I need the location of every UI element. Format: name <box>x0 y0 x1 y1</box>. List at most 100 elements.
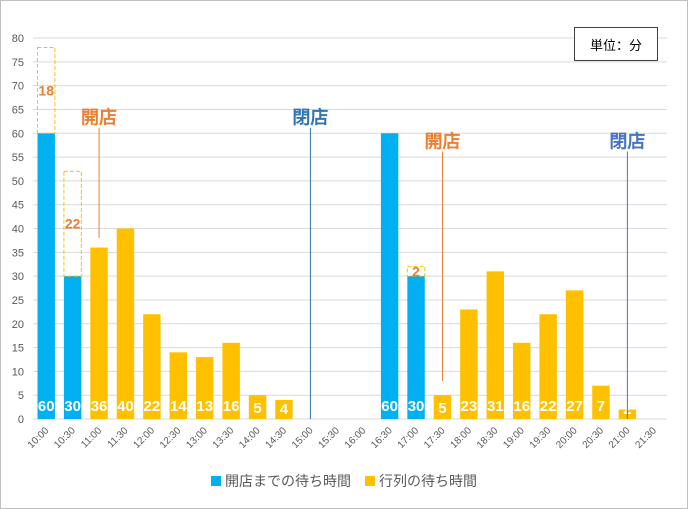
x-tick-label: 14:30 <box>264 425 290 451</box>
x-tick-label: 19:00 <box>501 425 527 451</box>
legend-swatch-blue <box>211 476 221 486</box>
x-tick-label: 15:30 <box>316 425 342 451</box>
x-tick-label: 16:30 <box>369 425 395 451</box>
bar-value-label: 16 <box>223 398 240 415</box>
annotation-label: 開店 <box>424 131 460 153</box>
bar-value-label: 30 <box>64 398 81 415</box>
y-tick-label: 40 <box>12 224 24 236</box>
bar-value-label: 22 <box>540 398 557 415</box>
unit-label: 単位：分 <box>574 27 658 61</box>
dashed-extension-box <box>36 47 56 134</box>
legend-item-queue-wait: 行列の待ち時間 <box>365 471 477 491</box>
y-axis: 0 5 10 15 20 25 30 35 40 45 50 55 60 65 70 75 80 <box>12 33 24 426</box>
legend-label-opening-wait: 開店までの待ち時間 <box>225 474 351 490</box>
bar-value-label: 40 <box>117 398 134 415</box>
y-tick-label: 75 <box>12 57 24 69</box>
y-tick-label: 5 <box>18 390 24 402</box>
x-tick-label: 10:30 <box>52 425 78 451</box>
bar-queue-wait <box>512 342 531 419</box>
x-tick-label: 18:00 <box>449 425 475 451</box>
annotation-label: 開店 <box>81 107 117 129</box>
y-tick-label: 10 <box>12 366 24 378</box>
bar-queue-wait <box>195 357 214 419</box>
annotation-label: 閉店 <box>609 131 645 153</box>
x-tick-label: 15:00 <box>290 425 316 451</box>
bar-queue-wait <box>275 399 293 419</box>
dashed-box-label: 18 <box>38 82 54 98</box>
bar-value-label: 22 <box>144 398 161 415</box>
bar-queue-wait <box>169 352 188 419</box>
x-tick-label: 21:30 <box>633 425 659 451</box>
y-tick-label: 45 <box>12 200 24 212</box>
legend-swatch-yellow <box>365 476 375 486</box>
bar-queue-wait <box>460 309 478 419</box>
y-tick-label: 25 <box>12 295 24 307</box>
x-tick-label: 17:00 <box>396 425 422 451</box>
bar-queue-wait <box>433 395 452 419</box>
x-tick-label: 17:30 <box>422 425 448 451</box>
bar-value-label: 16 <box>513 398 530 415</box>
bar-value-label: 14 <box>170 398 187 415</box>
x-tick-label: 12:00 <box>132 425 158 451</box>
y-tick-label: 20 <box>12 319 24 331</box>
x-tick-label: 11:30 <box>106 425 131 450</box>
x-tick-label: 21:00 <box>607 425 633 451</box>
legend: 開店までの待ち時間 行列の待ち時間 <box>0 470 688 492</box>
bar-queue-wait <box>90 247 108 419</box>
bar-value-label: 13 <box>196 398 213 415</box>
bar-queue-wait <box>565 290 584 419</box>
bar-opening-wait <box>63 276 82 419</box>
bar-queue-wait <box>222 342 240 419</box>
dashed-box-label: 2 <box>412 263 420 279</box>
x-axis: 10:00 10:30 11:00 11:30 12:00 12:30 13:00 13:30… <box>26 425 659 451</box>
y-tick-label: 55 <box>12 152 24 164</box>
bar-queue-wait <box>143 314 161 419</box>
gridlines <box>33 37 667 420</box>
bar-value-label: 4 <box>280 401 289 418</box>
y-tick-label: 35 <box>12 247 24 259</box>
x-tick-label: 11:00 <box>79 425 104 450</box>
x-tick-label: 13:00 <box>184 425 210 451</box>
bar-queue-wait <box>248 395 267 419</box>
bar-value-label: 30 <box>408 398 425 415</box>
y-tick-label: 30 <box>12 271 24 283</box>
bar-opening-wait <box>37 133 55 419</box>
bar-queue-wait <box>592 385 610 419</box>
x-tick-label: 14:00 <box>237 425 263 451</box>
x-tick-label: 12:30 <box>158 425 184 451</box>
dashed-extension-box <box>406 266 426 277</box>
y-tick-label: 65 <box>12 104 24 116</box>
bar-queue-wait <box>539 314 557 419</box>
dashed-box-label: 22 <box>65 216 81 232</box>
bar-value-label: 7 <box>597 398 605 415</box>
bar-opening-wait <box>380 133 399 419</box>
bar-value-label: 36 <box>91 398 108 415</box>
y-tick-label: 0 <box>18 414 24 426</box>
x-tick-label: 19:30 <box>528 425 554 451</box>
x-tick-label: 16:00 <box>343 425 369 451</box>
bar-value-label: 31 <box>487 398 504 415</box>
x-tick-label: 18:30 <box>475 425 501 451</box>
legend-item-opening-wait: 開店までの待ち時間 <box>211 471 351 491</box>
bar-value-label: 5 <box>253 400 261 417</box>
bars: 60 30 36 40 22 14 13 16 5 4 60 30 5 23 31 16 22 27 7 2 <box>37 133 637 419</box>
bar-value-label: 60 <box>38 398 55 415</box>
bar-value-label: 5 <box>438 400 446 417</box>
legend-label-queue-wait: 行列の待ち時間 <box>379 474 477 490</box>
bar-value-label: 23 <box>461 398 478 415</box>
x-tick-label: 13:30 <box>211 425 237 451</box>
dashed-extension-box <box>63 170 82 277</box>
y-tick-label: 70 <box>12 81 24 93</box>
y-tick-label: 60 <box>12 128 24 140</box>
y-tick-label: 80 <box>12 33 24 45</box>
annotation-label: 閉店 <box>292 107 328 129</box>
x-tick-label: 20:30 <box>581 425 607 451</box>
x-tick-label: 10:00 <box>26 425 52 451</box>
y-tick-label: 50 <box>12 176 24 188</box>
bar-value-label: 27 <box>566 398 583 415</box>
bar-queue-wait <box>116 228 135 419</box>
